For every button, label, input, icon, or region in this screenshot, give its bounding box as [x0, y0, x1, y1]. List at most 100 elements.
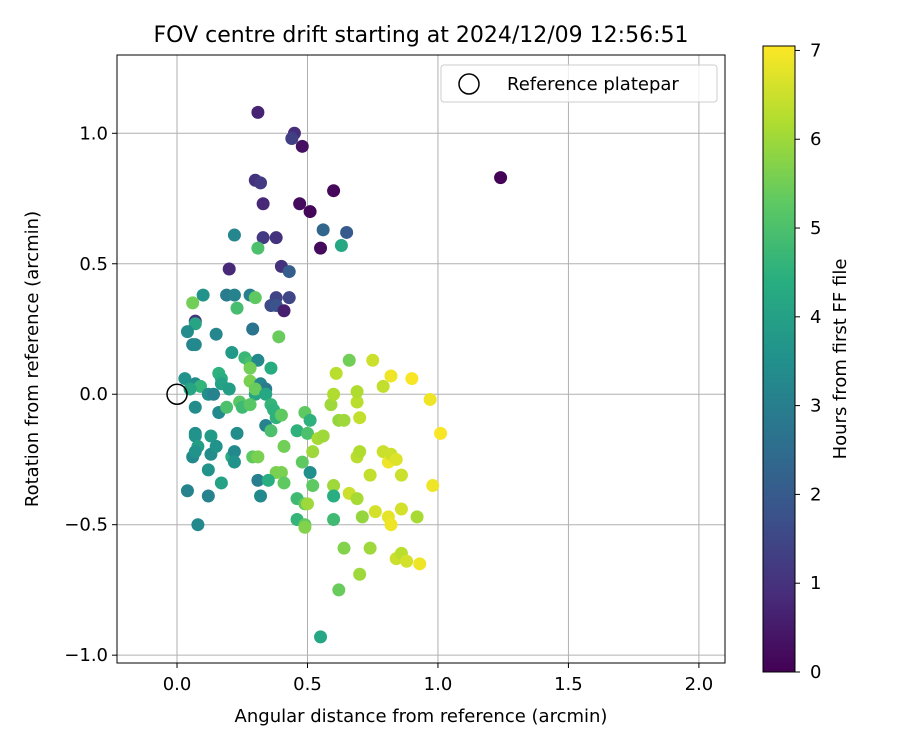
x-tick-label: 1.5 [554, 674, 583, 695]
data-point [201, 489, 215, 503]
data-point [251, 473, 265, 487]
data-point [334, 238, 348, 252]
colorbar-tick-label: 4 [810, 307, 821, 328]
data-point [188, 400, 202, 414]
data-point [295, 139, 309, 153]
data-point [272, 330, 286, 344]
data-point [293, 197, 307, 211]
data-point [426, 479, 440, 493]
data-point [188, 445, 202, 459]
data-point [384, 369, 398, 383]
data-point [204, 429, 218, 443]
data-point [410, 510, 424, 524]
legend-box [440, 64, 718, 103]
data-point [353, 445, 367, 459]
data-point [298, 520, 312, 534]
data-point [222, 262, 236, 276]
data-point [413, 557, 427, 571]
data-point [186, 296, 200, 310]
chart-title: FOV centre drift starting at 2024/12/09 … [154, 23, 689, 48]
x-tick-label: 0.5 [293, 674, 322, 695]
colorbar-tick-label: 6 [810, 129, 821, 150]
reference-platepar-marker [166, 383, 188, 405]
data-point [264, 424, 278, 438]
colorbar-tick-label: 0 [810, 662, 821, 683]
y-axis-label: Rotation from reference (arcmin) [22, 211, 43, 507]
data-point [394, 468, 408, 482]
data-point [196, 288, 210, 302]
data-point [251, 105, 265, 119]
data-point [327, 387, 341, 401]
colorbar-tick-label: 2 [810, 484, 821, 505]
x-tick-label: 0.0 [163, 674, 192, 695]
data-point [261, 473, 275, 487]
data-point [243, 361, 257, 375]
y-tick-label: 1.0 [79, 123, 108, 144]
data-point [290, 424, 304, 438]
data-point [251, 241, 265, 255]
data-point [214, 476, 228, 490]
data-point [337, 413, 351, 427]
y-tick-label: −0.5 [64, 515, 108, 536]
data-point [259, 387, 273, 401]
data-point [209, 327, 223, 341]
data-point [327, 184, 341, 198]
data-point [350, 385, 364, 399]
data-point [256, 231, 270, 245]
data-point [327, 489, 341, 503]
data-point [254, 176, 268, 190]
data-point [243, 398, 257, 412]
x-tick-label: 1.0 [424, 674, 453, 695]
data-point [314, 630, 328, 644]
data-point [324, 398, 338, 412]
data-point [277, 304, 291, 318]
data-point [368, 505, 382, 519]
x-tick-label: 2.0 [685, 674, 714, 695]
data-point [225, 345, 239, 359]
data-point [269, 231, 283, 245]
data-point [405, 372, 419, 386]
data-point [277, 439, 291, 453]
data-point [220, 400, 234, 414]
data-point [248, 382, 262, 396]
data-point [384, 518, 398, 532]
colorbar-tick-label: 5 [810, 218, 821, 239]
legend: Reference platepar [440, 64, 718, 103]
y-tick-label: −1.0 [64, 645, 108, 666]
data-point [376, 379, 390, 393]
data-point [316, 429, 330, 443]
data-point [178, 372, 192, 386]
colorbar-ticks: 0 1 2 3 4 5 6 7 [795, 40, 821, 683]
data-point [264, 361, 278, 375]
data-point [400, 554, 414, 568]
data-point [227, 445, 241, 459]
data-point [337, 541, 351, 555]
data-point [246, 322, 260, 336]
data-point [340, 225, 354, 239]
data-point [274, 408, 288, 422]
colorbar-tick-label: 1 [810, 573, 821, 594]
data-point [207, 387, 221, 401]
colorbar: 0 1 2 3 4 5 6 7 Hours from first FF file [762, 40, 851, 683]
data-point [230, 426, 244, 440]
legend-marker [458, 73, 480, 95]
data-point [394, 502, 408, 516]
data-point [316, 223, 330, 237]
reference-marker [166, 383, 188, 405]
data-point [350, 395, 364, 409]
data-point [254, 489, 268, 503]
colorbar-gradient [762, 45, 796, 673]
data-point [295, 455, 309, 469]
data-point [327, 479, 341, 493]
y-tick-label: 0.5 [79, 254, 108, 275]
data-point [274, 466, 288, 480]
x-axis-ticks: 0.0 0.5 1.0 1.5 2.0 [163, 663, 714, 695]
data-point [303, 413, 317, 427]
y-tick-label: 0.0 [79, 384, 108, 405]
x-axis-label: Angular distance from reference (arcmin) [235, 706, 608, 727]
data-point [180, 484, 194, 498]
data-point [363, 468, 377, 482]
data-point [363, 541, 377, 555]
data-point [256, 197, 270, 211]
